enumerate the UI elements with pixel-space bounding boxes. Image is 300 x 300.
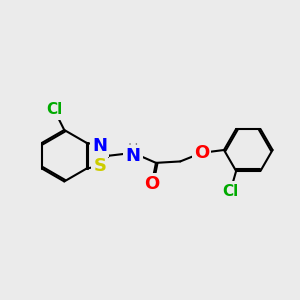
Text: O: O bbox=[144, 175, 159, 193]
Text: Cl: Cl bbox=[46, 103, 62, 118]
Text: Cl: Cl bbox=[222, 184, 239, 199]
Text: H: H bbox=[128, 142, 138, 156]
Text: N: N bbox=[126, 147, 141, 165]
Text: O: O bbox=[194, 144, 209, 162]
Text: S: S bbox=[93, 157, 106, 175]
Text: N: N bbox=[92, 136, 107, 154]
